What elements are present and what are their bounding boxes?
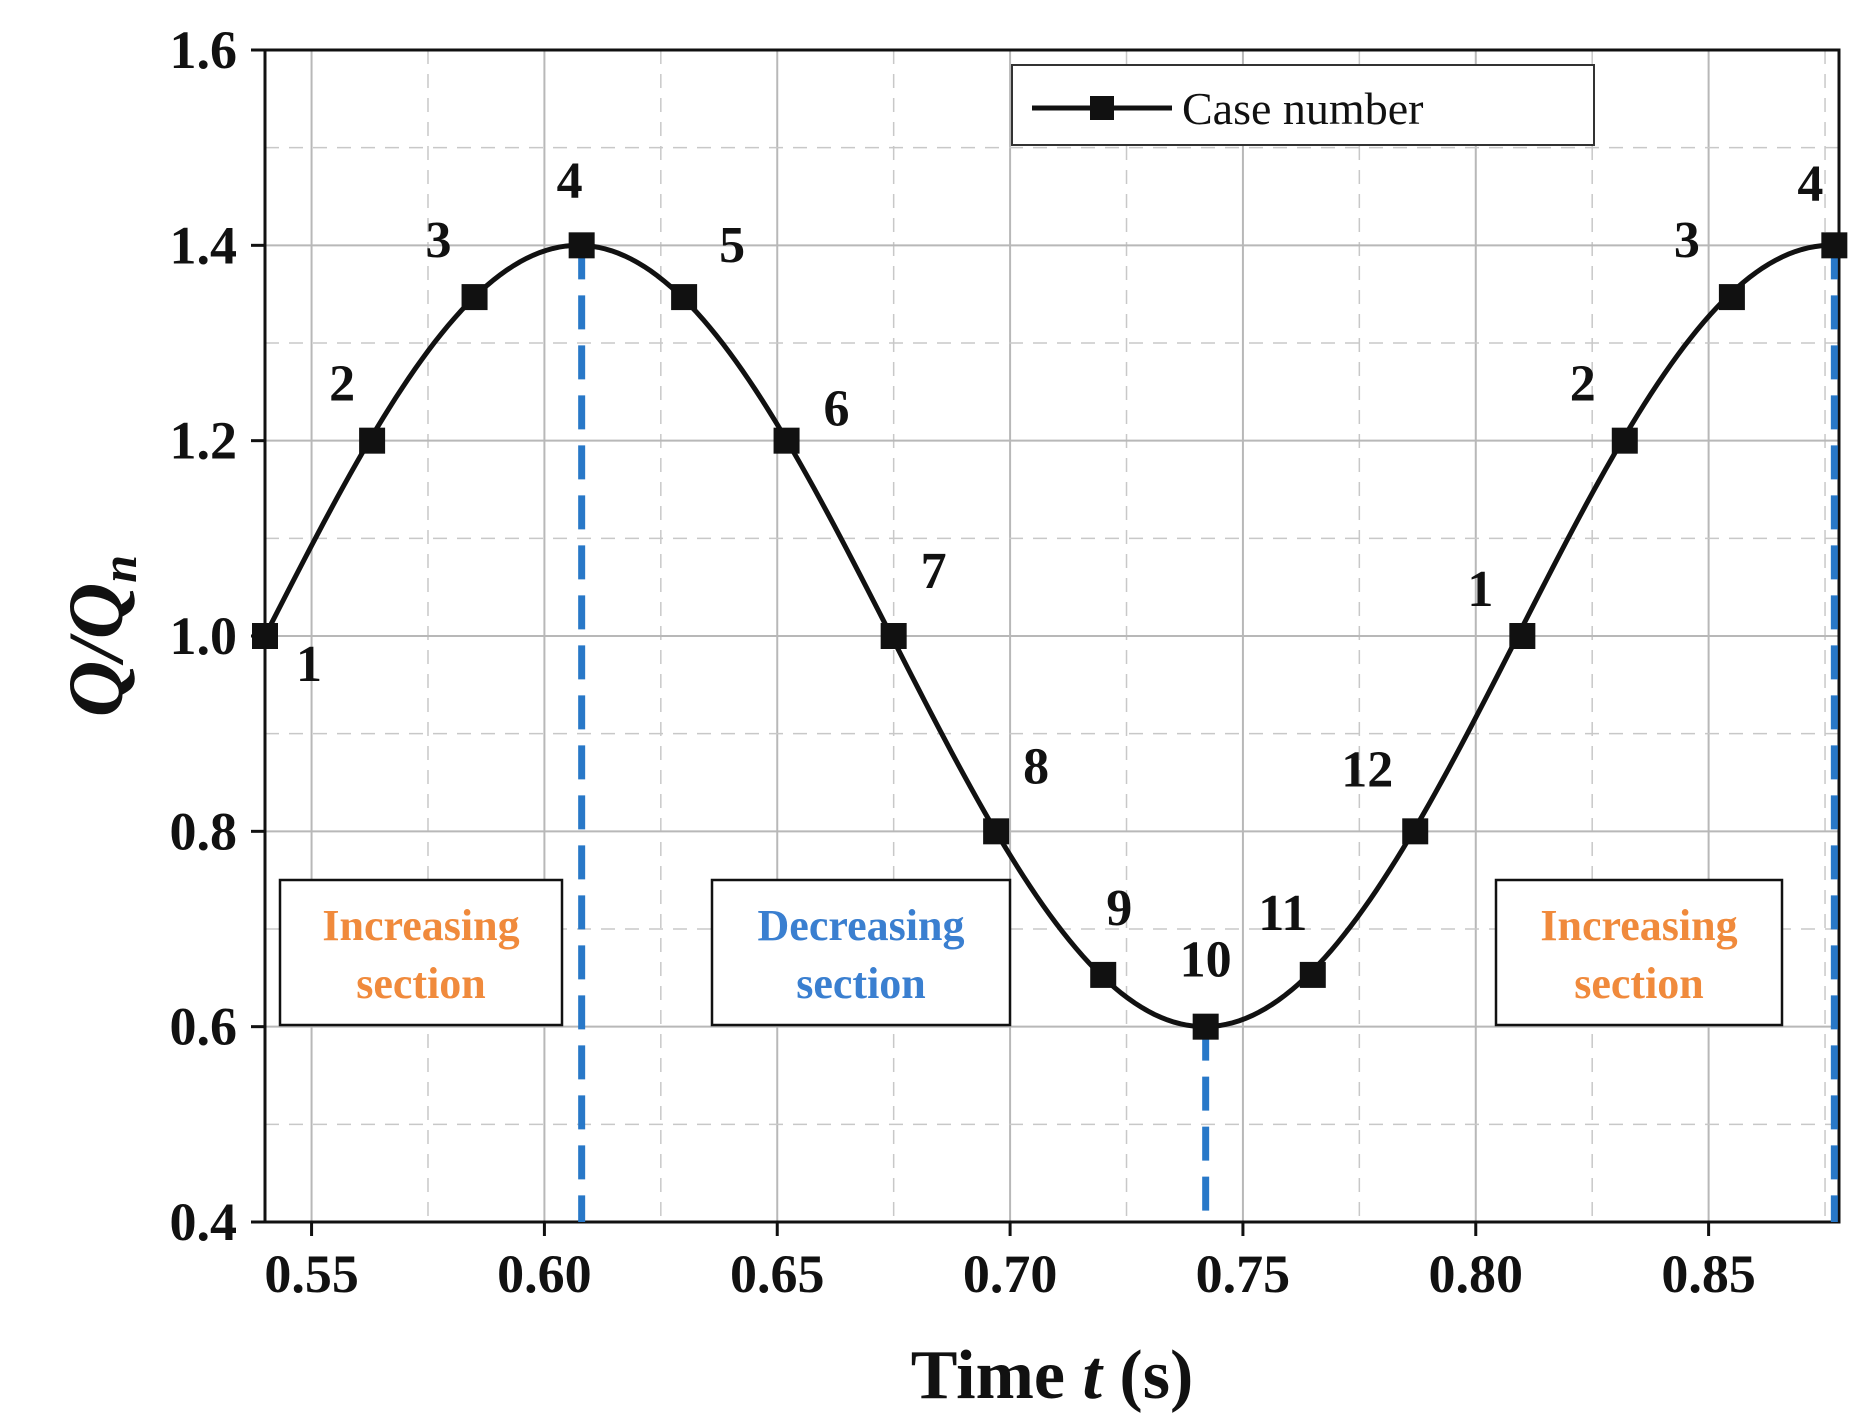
y-tick-label: 0.6 <box>170 997 238 1057</box>
case-label: 4 <box>557 152 583 209</box>
data-marker <box>568 232 595 259</box>
case-label: 2 <box>1570 356 1596 413</box>
data-marker <box>461 284 488 311</box>
x-tick-label: 0.55 <box>264 1244 359 1304</box>
reference-lines <box>578 245 1838 1222</box>
x-axis-title: Time t (s) <box>911 1337 1194 1414</box>
case-label: 11 <box>1258 885 1307 942</box>
y-tick-label: 1.2 <box>170 411 238 471</box>
y-tick-label: 0.8 <box>170 801 238 861</box>
section-label-line2: section <box>1574 959 1704 1008</box>
section-box-decreasing: Decreasing section <box>710 878 1012 1027</box>
case-label: 2 <box>329 356 355 413</box>
data-marker <box>1192 1013 1219 1040</box>
section-label-line2: section <box>356 959 486 1008</box>
y-tick-label: 1.4 <box>170 215 238 275</box>
case-label: 3 <box>426 212 452 269</box>
series-line <box>262 242 1835 1030</box>
case-label: 3 <box>1674 212 1700 269</box>
case-label: 5 <box>719 217 745 274</box>
data-marker <box>983 818 1010 845</box>
data-marker <box>1509 623 1536 649</box>
data-marker <box>252 623 278 649</box>
section-box-increasing-left: Increasing section <box>278 878 564 1027</box>
x-tick-label: 0.85 <box>1661 1244 1756 1304</box>
data-marker <box>1821 232 1848 259</box>
case-label: 12 <box>1341 741 1393 798</box>
x-tick-label: 0.80 <box>1429 1244 1524 1304</box>
y-tick-label: 0.4 <box>170 1192 238 1252</box>
case-label: 1 <box>296 636 322 693</box>
ticks <box>251 48 1711 1236</box>
case-label: 9 <box>1106 880 1132 937</box>
legend-marker-sample <box>1090 96 1114 120</box>
series-markers <box>252 232 1848 1040</box>
case-label: 6 <box>824 381 850 438</box>
case-label: 7 <box>921 543 947 600</box>
case-label: 8 <box>1023 738 1049 795</box>
section-label-line2: section <box>796 959 926 1008</box>
section-boxes: Increasing section Decreasing section In… <box>278 878 1784 1027</box>
data-marker <box>1718 284 1745 311</box>
y-tick-label: 1.6 <box>170 20 238 80</box>
data-marker <box>1090 961 1117 988</box>
data-marker <box>773 427 800 454</box>
section-label-line1: Increasing <box>322 901 519 950</box>
legend-label: Case number <box>1182 83 1423 134</box>
data-marker <box>1402 818 1429 845</box>
data-marker <box>1299 961 1326 988</box>
case-label: 10 <box>1180 932 1232 989</box>
x-tick-label: 0.75 <box>1196 1244 1291 1304</box>
y-axis-title: Q/Qn <box>52 555 147 717</box>
x-tick-label: 0.70 <box>963 1244 1058 1304</box>
case-label: 1 <box>1467 561 1493 618</box>
data-marker <box>671 284 698 311</box>
section-box-increasing-right: Increasing section <box>1494 878 1784 1027</box>
section-label-line1: Decreasing <box>758 901 965 950</box>
data-marker <box>880 623 907 649</box>
y-tick-label: 1.0 <box>170 606 238 666</box>
x-tick-label: 0.60 <box>497 1244 592 1304</box>
legend: Case number <box>1011 64 1595 146</box>
case-label: 4 <box>1797 155 1823 212</box>
data-marker <box>1611 427 1638 454</box>
grid <box>265 49 1839 1223</box>
x-tick-label: 0.65 <box>730 1244 825 1304</box>
tick-labels: 0.55 0.60 0.65 0.70 0.75 0.80 0.85 0.4 0.6 0.8 1.0… <box>170 20 1756 1304</box>
section-label-line1: Increasing <box>1540 901 1737 950</box>
data-marker <box>359 427 386 454</box>
